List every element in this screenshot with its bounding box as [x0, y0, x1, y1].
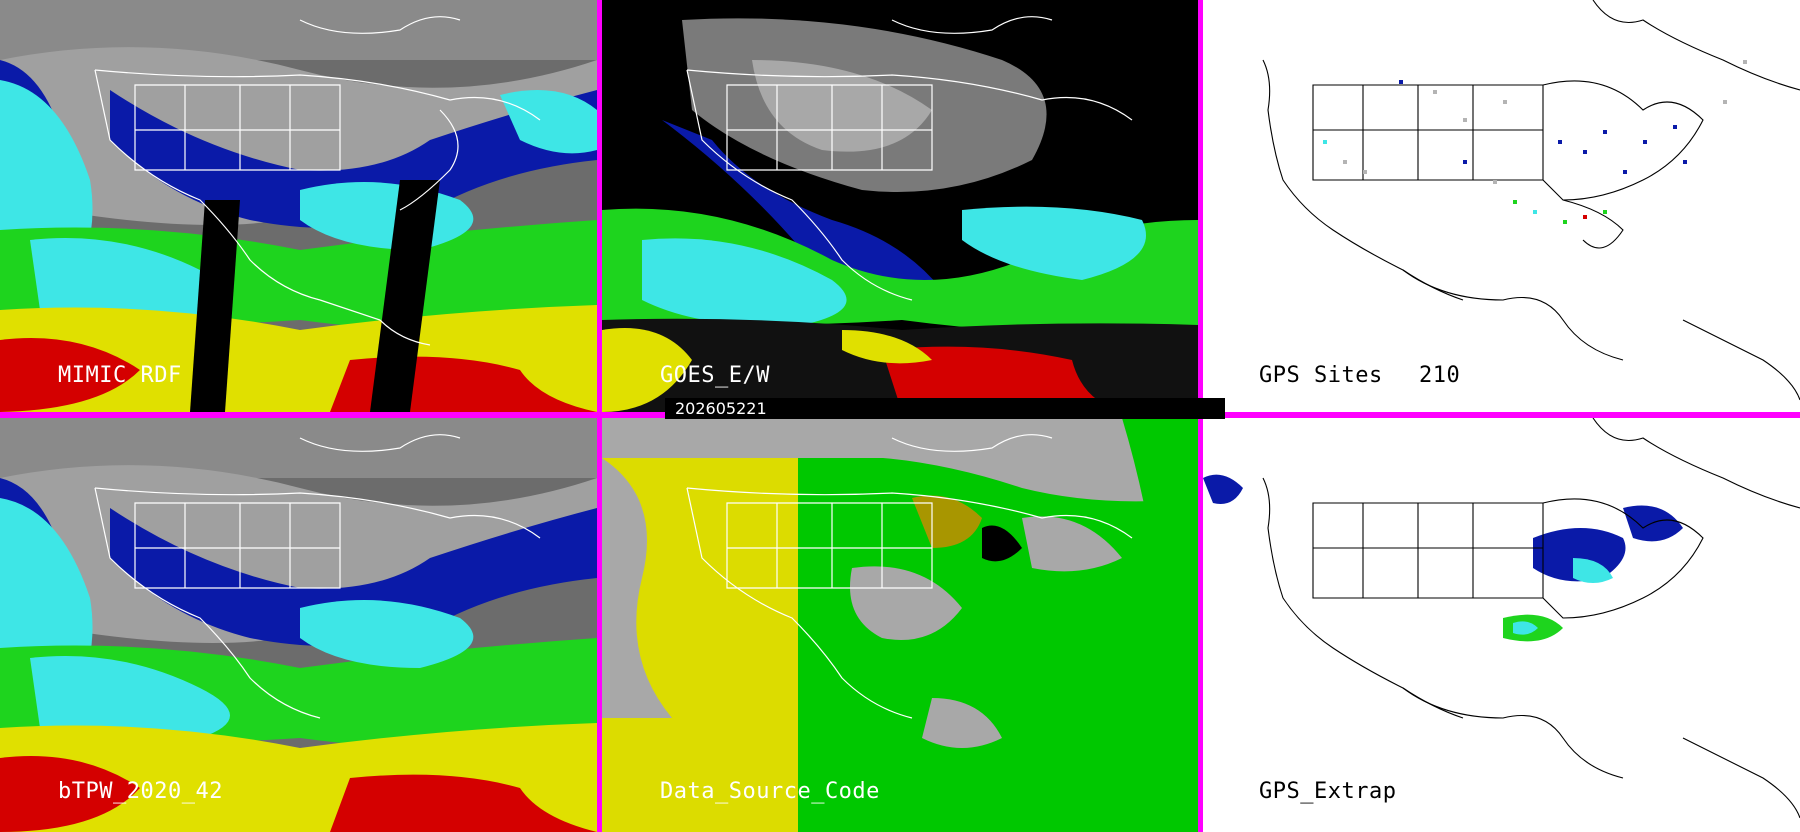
panel-label-data-source-code: Data_Source_Code [660, 779, 880, 804]
gps-site-markers [1323, 60, 1747, 224]
panel-gps-sites: GPS Sites 210 [1203, 0, 1800, 412]
panel-label-gps-sites: GPS Sites [1259, 363, 1383, 388]
gps-sites-count: 210 [1419, 363, 1461, 388]
timestamp-banner: 202605221 [665, 398, 1225, 419]
mimic-rdf-map [0, 0, 597, 412]
panel-mimic-rdf: MIMIC RDF [0, 0, 597, 412]
panel-label-mimic: MIMIC RDF [58, 363, 182, 388]
panel-btpw: bTPW_2020_42 [0, 418, 597, 832]
panel-label-goes: GOES_E/W [660, 363, 770, 388]
panel-goes: GOES_E/W [602, 0, 1198, 412]
gps-extrap-map [1203, 418, 1800, 832]
data-source-code-map [602, 418, 1198, 832]
panel-data-source-code: Data_Source_Code [602, 418, 1198, 832]
goes-map [602, 0, 1198, 412]
btpw-map [0, 418, 597, 832]
panel-gps-extrap: GPS_Extrap [1203, 418, 1800, 832]
panel-label-btpw: bTPW_2020_42 [58, 779, 223, 804]
gps-sites-map [1203, 0, 1800, 412]
panel-label-gps-extrap: GPS_Extrap [1259, 779, 1397, 804]
